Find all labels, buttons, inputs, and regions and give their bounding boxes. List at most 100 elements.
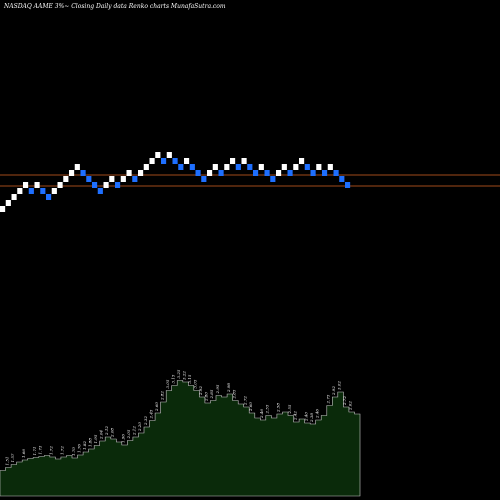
renko-brick-up <box>276 170 282 176</box>
area-value-label: 2.98 <box>226 383 231 393</box>
area-value-label: 2.12 <box>104 426 109 436</box>
renko-brick-down <box>304 164 310 170</box>
renko-brick-down <box>161 158 167 164</box>
renko-brick-down <box>339 176 345 182</box>
area-value-label: 2.55 <box>287 404 292 414</box>
renko-brick-up <box>57 182 63 188</box>
area-value-label: 1.96 <box>121 434 126 443</box>
renko-brick-up <box>293 164 299 170</box>
renko-brick-down <box>235 164 241 170</box>
renko-bricks <box>0 152 351 212</box>
area-value-label: 2.82 <box>159 391 164 401</box>
area-value-label: 1.66 <box>21 449 26 458</box>
renko-brick-down <box>97 188 103 194</box>
renko-brick-up <box>258 164 264 170</box>
area-value-label: 3.05 <box>193 379 198 388</box>
renko-brick-up <box>166 152 172 158</box>
renko-brick-down <box>195 170 201 176</box>
area-value-label: 2.46 <box>315 409 320 419</box>
area-value-label: 1.76 <box>76 444 81 453</box>
renko-brick-down <box>270 176 276 182</box>
renko-brick-down <box>46 194 52 200</box>
area-value-label: 2.58 <box>276 403 281 413</box>
renko-brick-down <box>345 182 351 188</box>
area-value-label: 1.72 <box>60 446 65 455</box>
area-value-label: 2.08 <box>110 428 115 438</box>
area-value-label: 2.92 <box>331 386 336 396</box>
area-value-label: 1.70 <box>71 447 76 456</box>
renko-brick-down <box>80 170 86 176</box>
area-value-label: 2.45 <box>148 409 153 419</box>
area-value-label: 1.71 <box>32 447 37 456</box>
renko-brick-up <box>212 164 218 170</box>
renko-brick-up <box>17 188 23 194</box>
area-value-label: 1.73 <box>38 445 43 454</box>
area-value-label: 3.15 <box>187 374 192 383</box>
area-value-label: 2.20 <box>137 422 142 432</box>
renko-brick-up <box>109 176 115 182</box>
renko-brick-up <box>143 164 149 170</box>
renko-brick-up <box>51 188 57 194</box>
renko-brick-up <box>155 152 161 158</box>
area-value-label: 2.38 <box>309 413 314 423</box>
area-value-label: 2.95 <box>215 384 220 394</box>
renko-brick-up <box>74 164 80 170</box>
renko-brick-down <box>28 188 34 194</box>
renko-brick-down <box>189 164 195 170</box>
area-value-label: 2.62 <box>348 401 353 411</box>
lower-area-panel <box>0 380 361 497</box>
renko-brick-up <box>23 182 29 188</box>
renko-brick-up <box>11 194 17 200</box>
area-value-label: 1.51 <box>4 457 9 466</box>
area-value-label: 3.22 <box>182 371 187 380</box>
renko-brick-down <box>253 170 259 176</box>
chart-header-title: NASDAQ AAME 3%~ Closing Daily data Renko… <box>3 3 226 10</box>
area-value-label: 1.95 <box>93 434 98 443</box>
area-value-label: 2.75 <box>326 394 331 404</box>
area-value-label: 3.02 <box>337 381 342 390</box>
area-value-label: 1.72 <box>49 446 54 455</box>
renko-brick-up <box>327 164 333 170</box>
area-value-label: 2.60 <box>154 402 159 412</box>
area-value-label: 1.57 <box>10 453 15 462</box>
renko-brick-up <box>316 164 322 170</box>
renko-brick-down <box>172 158 178 164</box>
renko-brick-down <box>218 170 224 176</box>
renko-brick-down <box>322 170 328 176</box>
renko-brick-down <box>40 188 46 194</box>
renko-brick-down <box>115 182 121 188</box>
area-value-label: 2.60 <box>248 402 253 412</box>
area-value-label: 2.72 <box>342 396 347 406</box>
area-value-label: 3.05 <box>165 379 170 388</box>
renko-brick-up <box>281 164 287 170</box>
renko-brick-down <box>247 164 253 170</box>
area-value-label: 2.40 <box>303 412 308 422</box>
area-value-label: 2.85 <box>209 389 214 399</box>
renko-brick-up <box>241 158 247 164</box>
area-value-labels: 1.51 1.57 1.66 1.71 1.73 1.72 1.72 1.70 1.76 1.82… <box>4 369 352 465</box>
area-series <box>0 380 361 497</box>
renko-brick-down <box>86 176 92 182</box>
renko-brick-up <box>103 182 109 188</box>
renko-brick-up <box>299 158 305 164</box>
renko-brick-up <box>230 158 236 164</box>
renko-brick-up <box>207 170 213 176</box>
area-value-label: 2.12 <box>132 426 137 436</box>
renko-brick-down <box>333 170 339 176</box>
renko-brick-up <box>5 200 11 206</box>
area-value-label: 1.88 <box>87 438 92 447</box>
area-value-label: 3.15 <box>171 374 176 383</box>
renko-brick-down <box>287 170 293 176</box>
area-value-label: 2.80 <box>204 392 209 402</box>
area-value-label: 2.42 <box>292 411 297 421</box>
renko-brick-down <box>310 170 316 176</box>
renko-brick-down <box>132 176 138 182</box>
area-value-label: 2.46 <box>259 409 264 419</box>
renko-brick-up <box>224 164 230 170</box>
renko-brick-up <box>149 158 155 164</box>
area-value-label: 1.82 <box>82 441 87 450</box>
renko-brick-up <box>184 158 190 164</box>
area-value-label: 2.32 <box>143 416 148 426</box>
area-value-label: 2.92 <box>198 386 203 396</box>
